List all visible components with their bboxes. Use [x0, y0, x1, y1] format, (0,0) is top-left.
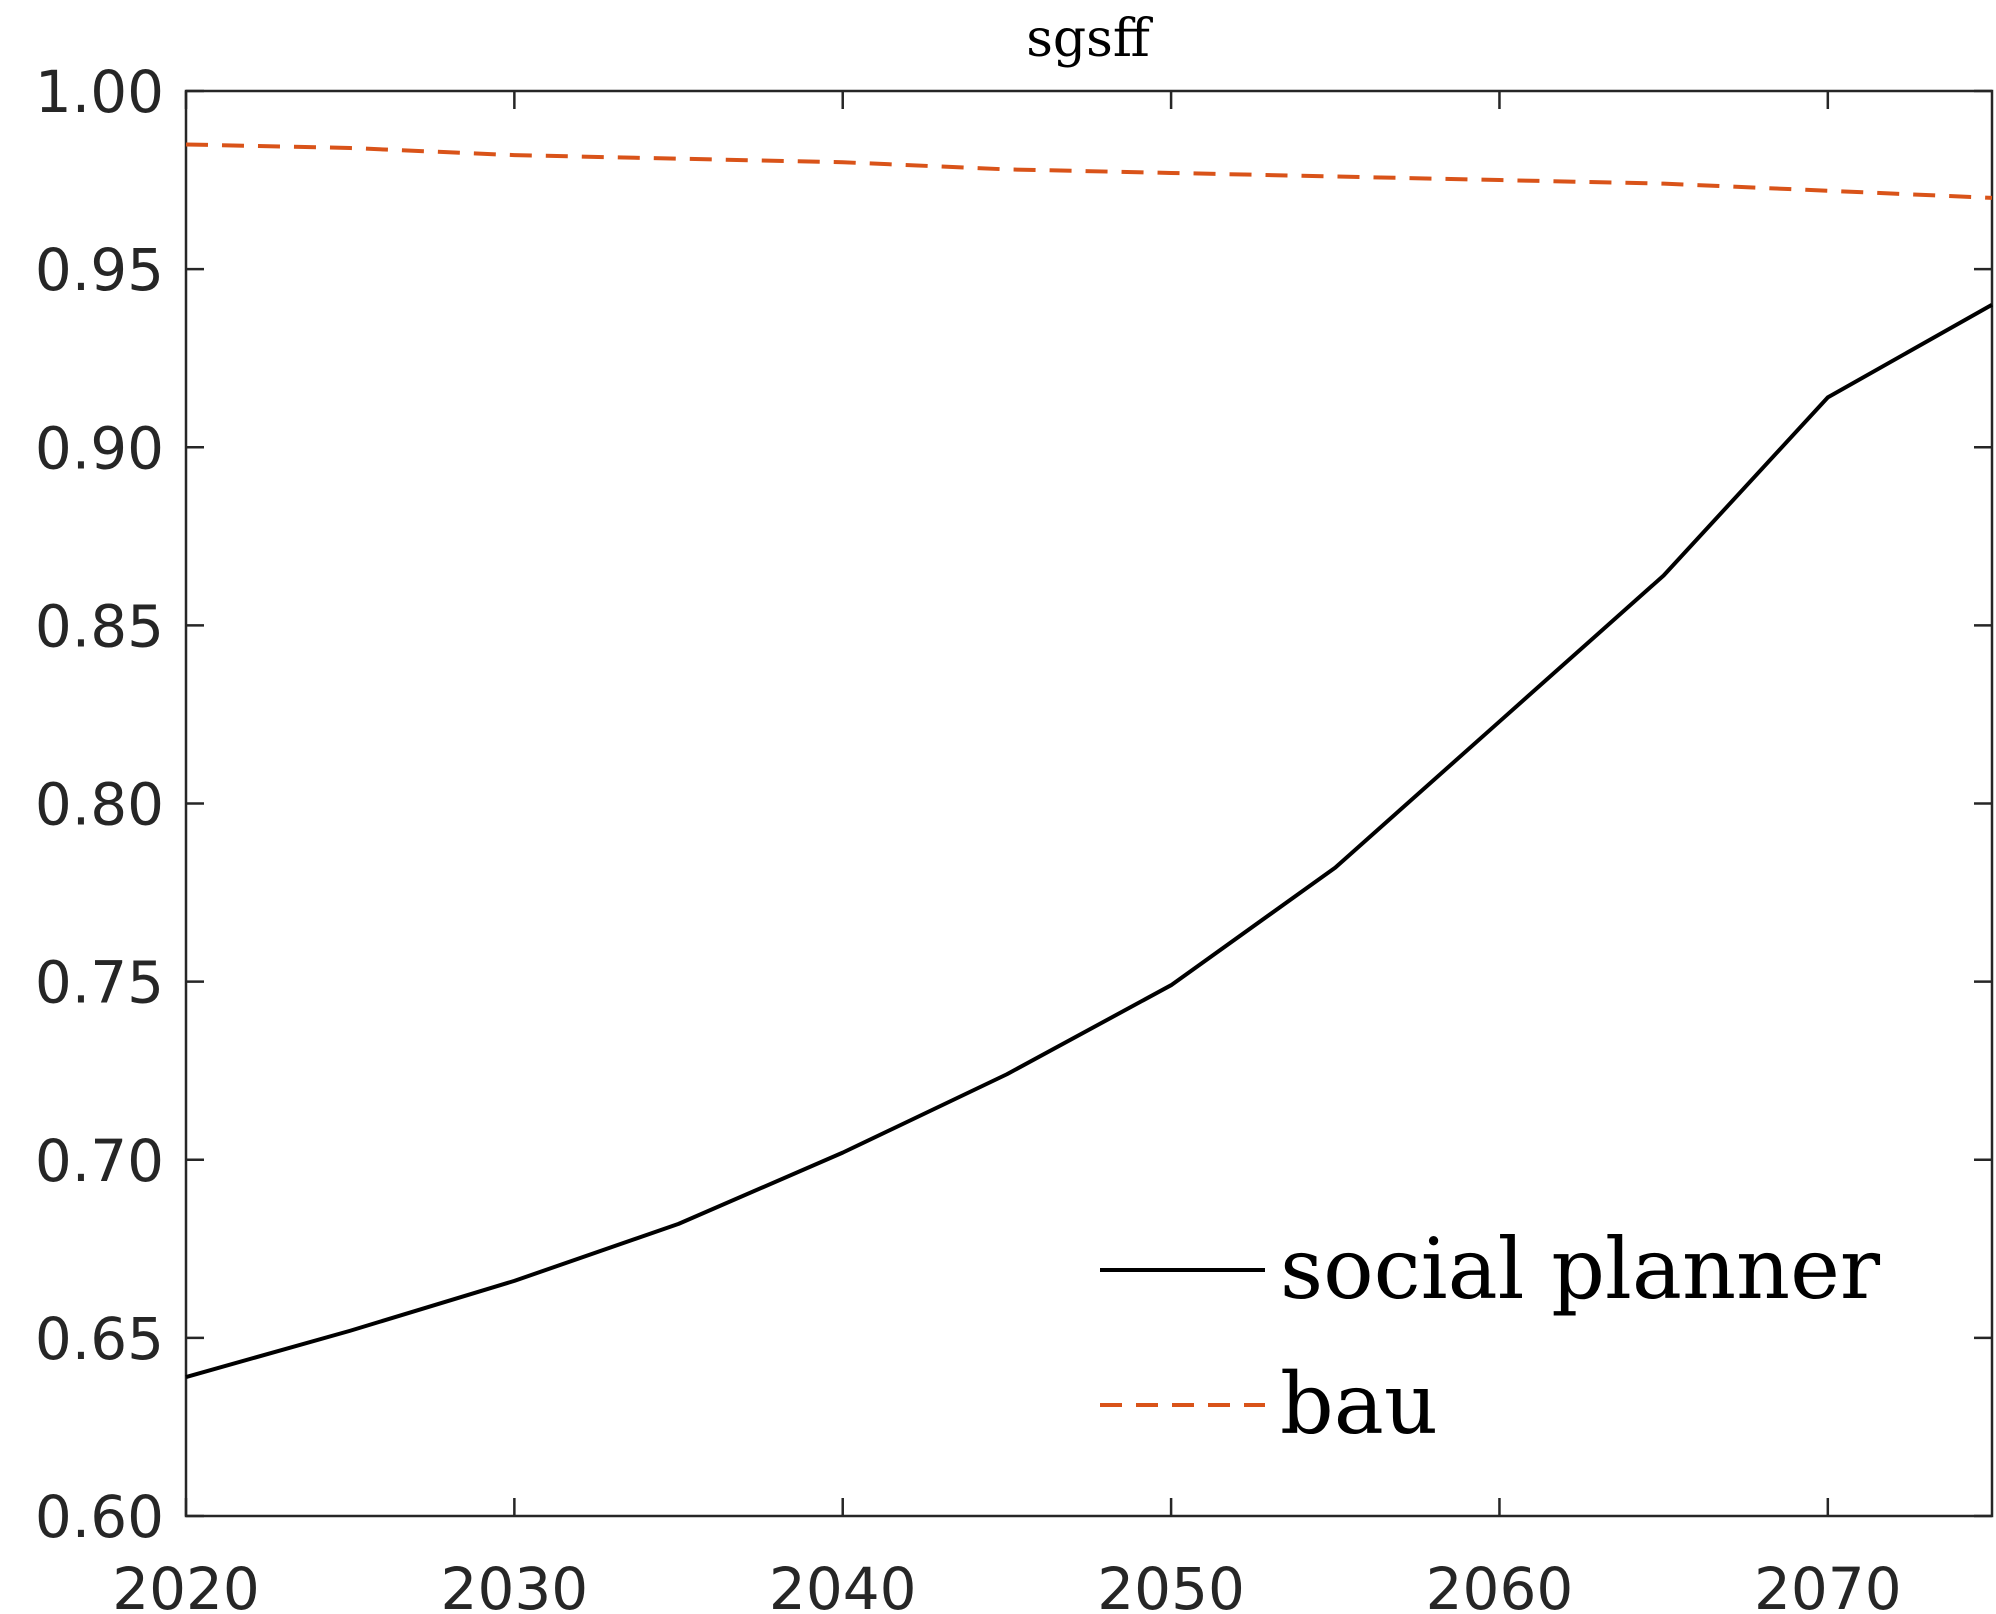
y-tick-label: 0.90: [35, 414, 164, 482]
axes: 2020 2030 2040 2050 2060 2070 0.60 0.65 0.70 0.75…: [35, 58, 1994, 1614]
series-line-bau: [185, 142, 1993, 200]
y-tick-label: 0.85: [35, 592, 164, 660]
legend: social planner bau: [1100, 1220, 1881, 1453]
y-tick-label: 1.00: [35, 58, 164, 126]
y-tick-label: 0.95: [35, 236, 164, 304]
x-tick-label: 2060: [1426, 1555, 1574, 1614]
y-tick-label: 0.75: [35, 949, 164, 1017]
chart-title: sgsff: [1026, 9, 1154, 69]
y-tick-label: 0.70: [35, 1127, 164, 1195]
y-tick-label: 0.65: [35, 1305, 164, 1373]
x-tick-label: 2050: [1097, 1555, 1245, 1614]
legend-label: bau: [1280, 1355, 1438, 1453]
legend-label: social planner: [1280, 1220, 1881, 1318]
series-layer: [185, 142, 1993, 1379]
y-tick-label: 0.80: [35, 771, 164, 839]
x-tick-label: 2020: [112, 1555, 260, 1614]
y-tick-label: 0.60: [35, 1483, 164, 1551]
x-tick-label: 2040: [769, 1555, 917, 1614]
series-line-social-planner: [185, 303, 1993, 1379]
x-tick-label: 2030: [441, 1555, 589, 1614]
x-tick-label: 2070: [1754, 1555, 1902, 1614]
